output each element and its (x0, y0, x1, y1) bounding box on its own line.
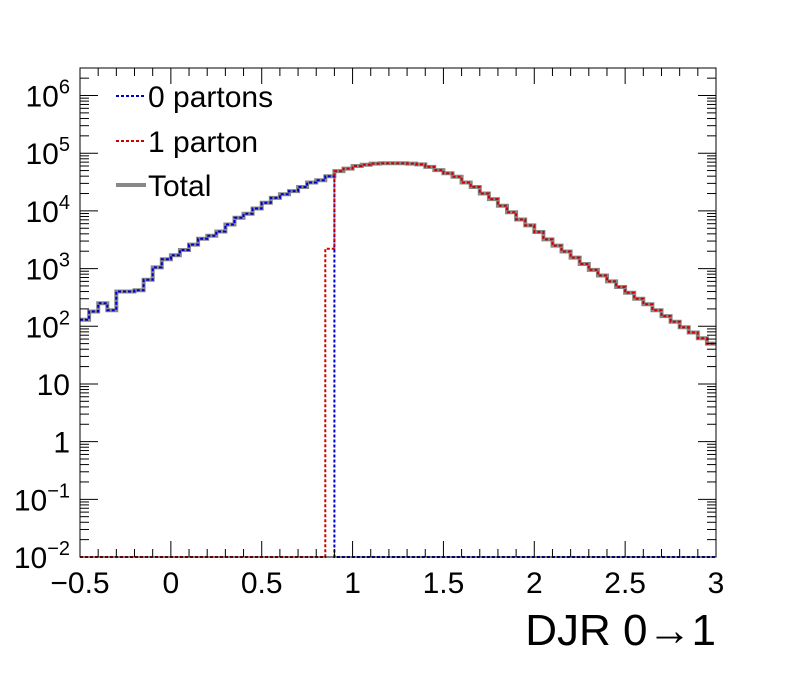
x-tick-label: 1.5 (423, 567, 465, 600)
legend-label: 1 parton (148, 126, 258, 159)
axes-layer: −0.5 0 0.5 1 1.5 2 2.5 3 10−2 10−1 1 10 102 103 104 105… (14, 67, 725, 600)
x-tick-label: 0.5 (241, 567, 283, 600)
legend: 0 partons 1 parton Total (116, 81, 273, 203)
y-tick-label: 1 (53, 427, 70, 460)
x-tick-label: 3 (708, 567, 725, 600)
y-tick-label: 10−1 (14, 480, 70, 517)
y-tick-label: 10 (37, 369, 70, 402)
x-tick-label: 2 (526, 567, 543, 600)
y-tick-label: 105 (26, 134, 71, 171)
y-tick-label: 103 (26, 250, 71, 287)
x-tick-label: −0.5 (50, 567, 109, 600)
legend-label: Total (148, 170, 211, 203)
y-tick-label: 10−2 (14, 538, 70, 575)
x-axis-label: DJR 0→1 (525, 606, 716, 655)
legend-label: 0 partons (148, 81, 273, 114)
y-tick-label: 104 (26, 192, 71, 229)
plot-frame (79, 67, 717, 558)
x-tick-label: 1 (344, 567, 361, 600)
x-tick-label: 2.5 (604, 567, 646, 600)
y-tick-label: 106 (26, 77, 71, 114)
y-tick-label: 102 (26, 307, 71, 344)
x-tick-label: 0 (163, 567, 180, 600)
series-1-parton (80, 162, 716, 558)
